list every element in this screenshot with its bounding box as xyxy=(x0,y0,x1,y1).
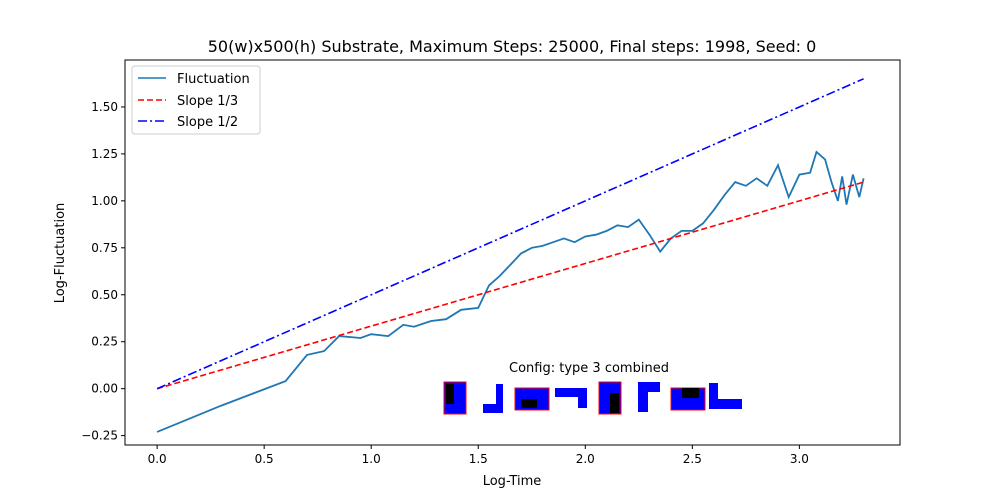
x-axis-label: Log-Time xyxy=(483,474,542,489)
y-tick-label: 1.00 xyxy=(91,194,118,208)
y-tick-label: 0.75 xyxy=(91,241,118,255)
config-annotation: Config: type 3 combined xyxy=(509,361,669,376)
config-piece-1-hole xyxy=(446,384,454,404)
x-tick-label: 1.0 xyxy=(362,452,381,466)
legend-label-slope-1-2: Slope 1/2 xyxy=(177,115,238,130)
config-piece-2 xyxy=(483,404,503,413)
series-line-fluctuation xyxy=(156,150,865,433)
y-tick-label: 1.25 xyxy=(91,147,118,161)
y-tick-label: −0.25 xyxy=(81,429,118,443)
config-pieces xyxy=(443,381,742,415)
config-piece-5-hole xyxy=(610,393,619,413)
legend-label-slope-1-3: Slope 1/3 xyxy=(177,94,238,109)
config-piece-2-stem xyxy=(496,384,503,406)
plot-frame xyxy=(124,59,901,446)
config-piece-8-stem xyxy=(709,383,718,409)
y-tick-label: 1.50 xyxy=(91,100,118,114)
config-piece-8 xyxy=(709,399,742,409)
plot-area xyxy=(156,78,865,433)
config-piece-6 xyxy=(638,382,660,392)
y-axis-label: Log-Fluctuation xyxy=(53,203,68,304)
config-piece-4-stem xyxy=(578,388,587,408)
y-tick-label: 0.00 xyxy=(91,382,118,396)
series-line-slope-1-3 xyxy=(156,181,864,390)
x-axis-ticks: 0.0 0.5 1.0 1.5 2.0 2.5 3.0 xyxy=(148,445,809,466)
config-piece-6-stem xyxy=(638,382,648,412)
legend-box xyxy=(131,65,261,135)
x-tick-label: 2.5 xyxy=(683,452,702,466)
x-tick-label: 3.0 xyxy=(790,452,809,466)
chart-title: 50(w)x500(h) Substrate, Maximum Steps: 2… xyxy=(208,37,817,56)
x-tick-label: 0.0 xyxy=(148,452,167,466)
series-line-slope-1-2 xyxy=(156,78,864,390)
config-piece-4 xyxy=(555,388,587,397)
y-tick-label: 0.50 xyxy=(91,288,118,302)
y-tick-label: 0.25 xyxy=(91,335,118,349)
x-tick-label: 0.5 xyxy=(255,452,274,466)
config-piece-7-hole xyxy=(682,388,699,398)
x-tick-label: 2.0 xyxy=(576,452,595,466)
config-piece-3-hole xyxy=(521,399,537,408)
legend: Fluctuation Slope 1/3 Slope 1/2 xyxy=(131,65,261,135)
y-axis-ticks: −0.25 0.00 0.25 0.50 0.75 1.00 1.25 1.50 xyxy=(81,100,125,443)
series-layer xyxy=(156,78,865,433)
legend-label-fluctuation: Fluctuation xyxy=(177,72,250,87)
x-tick-label: 1.5 xyxy=(469,452,488,466)
